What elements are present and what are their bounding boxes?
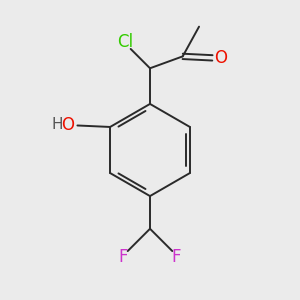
Text: O: O — [214, 49, 227, 67]
Text: Cl: Cl — [117, 33, 134, 51]
Text: O: O — [61, 116, 74, 134]
Text: H: H — [51, 117, 63, 132]
Text: F: F — [172, 248, 181, 266]
Text: F: F — [119, 248, 128, 266]
